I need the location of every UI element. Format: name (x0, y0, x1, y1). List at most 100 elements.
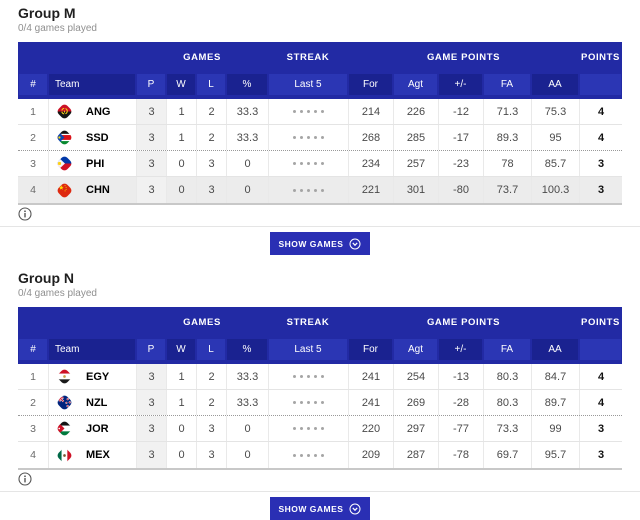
for-cell: 220 (348, 416, 393, 441)
for-cell: 209 (348, 442, 393, 468)
streak-column-group: STREAK (286, 51, 330, 63)
table-row: 2 NZL 3 1 2 33.3 241 269 -28 80.3 89.7 4 (18, 390, 622, 416)
pct-cell: 33.3 (226, 125, 268, 150)
table-footnote-row (18, 472, 640, 486)
played-cell: 3 (136, 364, 166, 389)
losses-cell: 3 (196, 151, 226, 176)
streak-dots (268, 364, 348, 389)
played-column-header: P (137, 339, 165, 360)
fa-cell: 73.3 (483, 416, 531, 441)
standings-table-group-n: GAMES STREAK GAME POINTS POINTS # Team P… (18, 307, 622, 470)
team-cell[interactable]: SSD (48, 125, 136, 150)
points-cell: 3 (579, 416, 622, 441)
team-code: NZL (86, 396, 108, 409)
table-row: 2 SSD 3 1 2 33.3 268 285 -17 89.3 95 4 (18, 125, 622, 151)
aa-cell: 99 (531, 416, 579, 441)
aa-cell: 100.3 (531, 177, 579, 203)
for-column-header: For (349, 74, 392, 95)
against-cell: 257 (393, 151, 438, 176)
table-row: 3 JOR 3 0 3 0 220 297 -77 73.3 99 3 (18, 416, 622, 442)
wins-cell: 0 (166, 416, 196, 441)
pct-cell: 0 (226, 442, 268, 468)
team-code: SSD (86, 131, 109, 144)
for-cell: 234 (348, 151, 393, 176)
aa-cell: 95.7 (531, 442, 579, 468)
games-column-group: GAMES (183, 51, 221, 63)
streak-dots (268, 416, 348, 441)
plus-minus-cell: -80 (438, 177, 483, 203)
pct-cell: 0 (226, 416, 268, 441)
column-group-header-row: GAMES STREAK GAME POINTS POINTS (18, 42, 622, 72)
south-sudan-flag-icon (56, 129, 73, 146)
table-footnote-row (18, 207, 640, 221)
rank-cell: 2 (30, 131, 36, 144)
plus-minus-cell: -13 (438, 364, 483, 389)
egypt-flag-icon (56, 368, 73, 385)
against-cell: 254 (393, 364, 438, 389)
team-code: JOR (86, 422, 109, 435)
team-cell[interactable]: PHI (48, 151, 136, 176)
losses-cell: 3 (196, 177, 226, 203)
chevron-down-circle-icon (349, 503, 361, 515)
losses-cell: 2 (196, 390, 226, 415)
losses-cell: 3 (196, 442, 226, 468)
team-cell[interactable]: EGY (48, 364, 136, 389)
table-row: 1 EGY 3 1 2 33.3 241 254 -13 80.3 84.7 4 (18, 364, 622, 390)
angola-flag-icon (56, 103, 73, 120)
divider (0, 491, 640, 492)
plus-minus-cell: -77 (438, 416, 483, 441)
against-cell: 301 (393, 177, 438, 203)
column-group-header-row: GAMES STREAK GAME POINTS POINTS (18, 307, 622, 337)
team-column-header: Team (49, 339, 135, 360)
table-row: 1 ANG 3 1 2 33.3 214 226 -12 71.3 75.3 4 (18, 99, 622, 125)
plus-minus-column-header: +/- (439, 339, 482, 360)
team-cell[interactable]: MEX (48, 442, 136, 468)
aa-cell: 84.7 (531, 364, 579, 389)
divider (0, 226, 640, 227)
for-cell: 221 (348, 177, 393, 203)
fa-cell: 69.7 (483, 442, 531, 468)
game-points-column-group: GAME POINTS (426, 51, 501, 63)
points-column-group: POINTS (581, 316, 620, 328)
plus-minus-cell: -17 (438, 125, 483, 150)
against-cell: 226 (393, 99, 438, 124)
wins-cell: 1 (166, 364, 196, 389)
streak-dots (268, 177, 348, 203)
team-column-header: Team (49, 74, 135, 95)
group-title: Group M (18, 5, 76, 21)
wins-cell: 1 (166, 125, 196, 150)
wins-cell: 1 (166, 390, 196, 415)
game-points-column-group: GAME POINTS (426, 316, 501, 328)
against-cell: 269 (393, 390, 438, 415)
rank-cell: 3 (30, 157, 36, 170)
team-cell[interactable]: NZL (48, 390, 136, 415)
points-cell: 4 (579, 364, 622, 389)
wins-cell: 0 (166, 442, 196, 468)
fa-cell: 78 (483, 151, 531, 176)
for-column-header: For (349, 339, 392, 360)
plus-minus-cell: -12 (438, 99, 483, 124)
team-cell[interactable]: CHN (48, 177, 136, 203)
rank-cell: 3 (30, 422, 36, 435)
team-cell[interactable]: ANG (48, 99, 136, 124)
for-cell: 214 (348, 99, 393, 124)
team-cell[interactable]: JOR (48, 416, 136, 441)
pct-cell: 0 (226, 151, 268, 176)
games-played-label: 0/4 games played (18, 288, 97, 299)
last5-column-header: Last 5 (269, 339, 347, 360)
team-code: PHI (86, 157, 105, 170)
plus-minus-column-header: +/- (439, 74, 482, 95)
show-games-button[interactable]: SHOW GAMES (269, 232, 371, 255)
points-cell: 4 (579, 125, 622, 150)
info-circle-icon[interactable] (18, 207, 32, 221)
streak-column-group: STREAK (286, 316, 330, 328)
pct-column-header: % (227, 74, 267, 95)
show-games-button[interactable]: SHOW GAMES (269, 497, 371, 520)
pct-cell: 33.3 (226, 390, 268, 415)
wins-cell: 0 (166, 151, 196, 176)
fa-column-header: FA (484, 339, 530, 360)
against-cell: 285 (393, 125, 438, 150)
info-circle-icon[interactable] (18, 472, 32, 486)
table-row-highlighted: 4 CHN 3 0 3 0 221 301 -80 73.7 100.3 3 (18, 177, 622, 203)
fa-cell: 89.3 (483, 125, 531, 150)
